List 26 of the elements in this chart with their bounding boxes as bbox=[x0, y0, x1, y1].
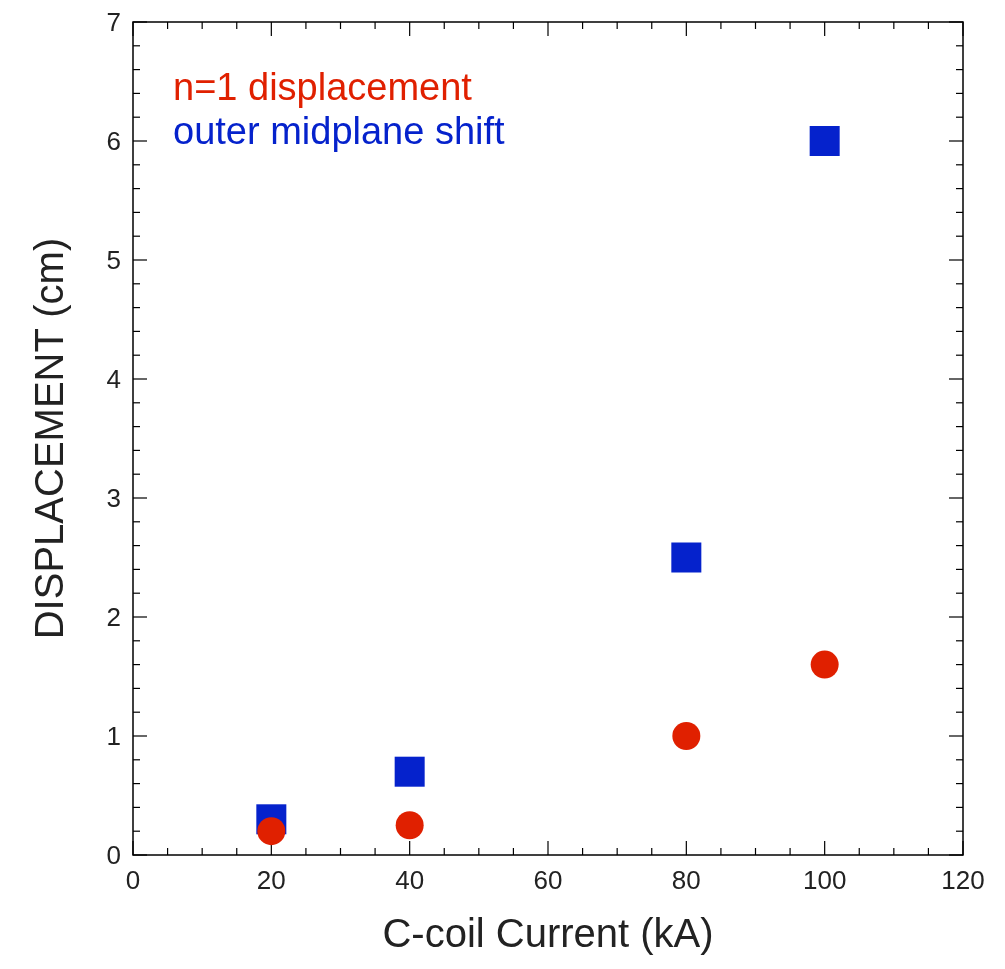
point bbox=[394, 756, 425, 787]
x-tick-label: 0 bbox=[125, 865, 141, 895]
x-tick-label: 100 bbox=[802, 865, 847, 895]
y-tick-label: 6 bbox=[106, 126, 121, 156]
y-tick-label: 1 bbox=[106, 721, 121, 751]
x-tick-label: 60 bbox=[533, 865, 563, 895]
y-tick-label: 5 bbox=[106, 245, 121, 275]
x-tick-label: 120 bbox=[941, 865, 985, 895]
y-tick-label: 0 bbox=[106, 840, 121, 870]
text: n=1 displacement bbox=[173, 66, 473, 108]
point bbox=[810, 650, 839, 679]
point bbox=[257, 817, 286, 846]
y-axis-title: DISPLACEMENT (cm) bbox=[27, 237, 71, 640]
point bbox=[395, 811, 424, 840]
point bbox=[671, 542, 702, 573]
x-axis-title: C-coil Current (kA) bbox=[382, 911, 714, 955]
y-tick-label: 2 bbox=[106, 602, 121, 632]
point bbox=[809, 126, 840, 156]
x-tick-label: 20 bbox=[256, 865, 286, 895]
y-tick-label: 4 bbox=[106, 364, 121, 394]
x-tick-label: 40 bbox=[395, 865, 425, 895]
point bbox=[672, 722, 701, 750]
y-tick-label: 7 bbox=[106, 7, 121, 37]
text: outer midplane shift bbox=[173, 110, 506, 152]
y-tick-label: 3 bbox=[106, 483, 121, 513]
x-tick-label: 80 bbox=[671, 865, 701, 895]
